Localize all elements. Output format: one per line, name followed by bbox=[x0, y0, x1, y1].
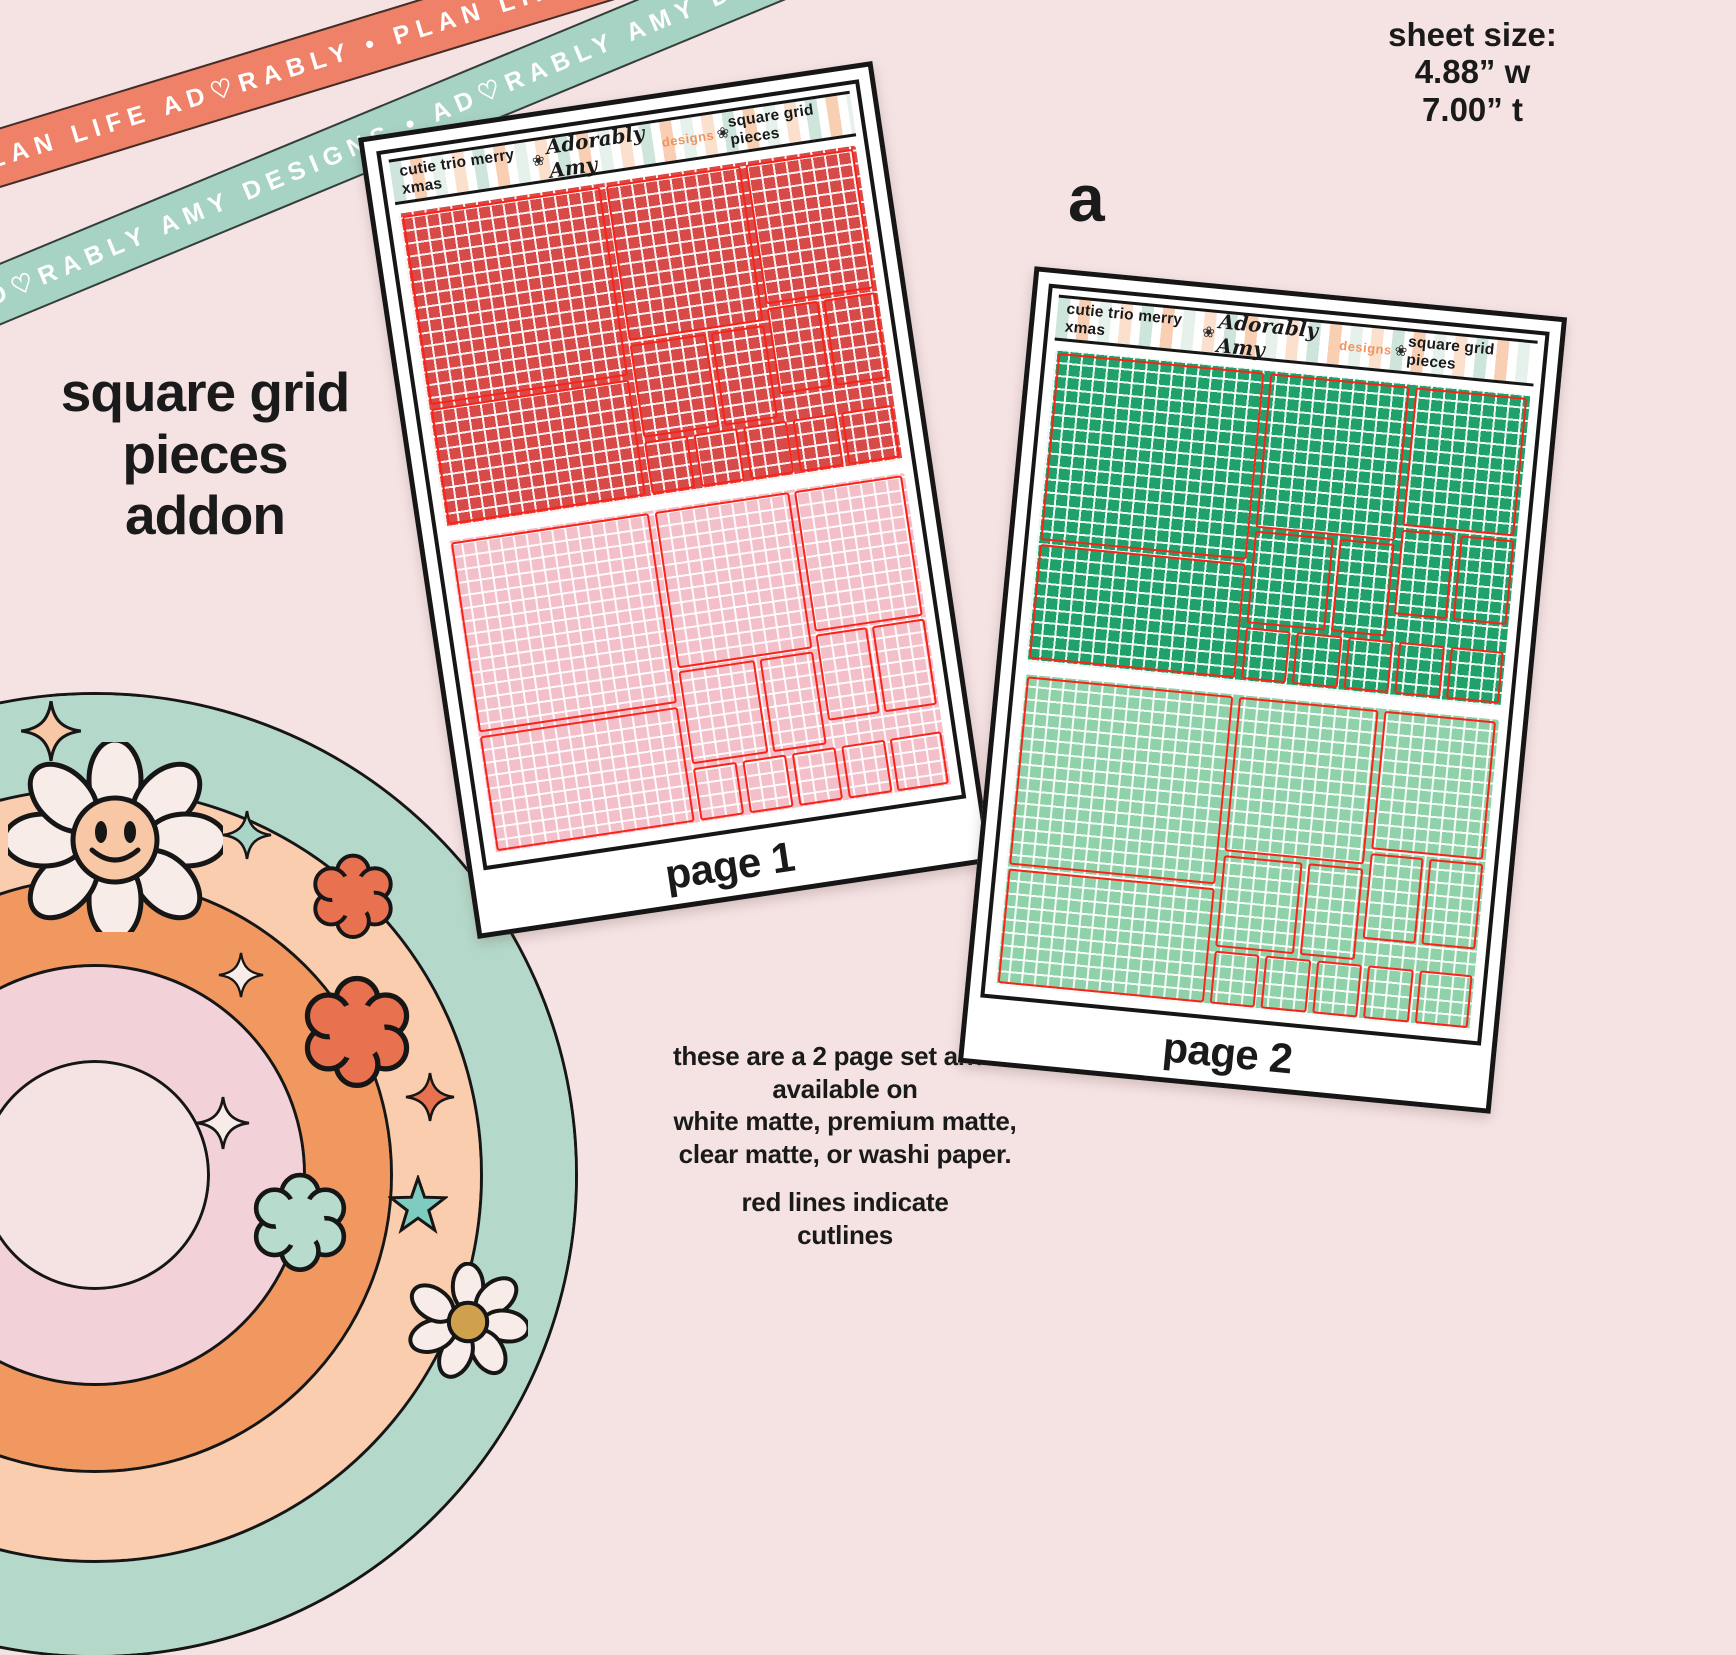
availability-note: these are a 2 page set and is available … bbox=[595, 1040, 1095, 1251]
sticker-piece bbox=[1299, 862, 1364, 961]
sticker-piece bbox=[823, 292, 889, 386]
sticker-piece bbox=[1008, 676, 1234, 885]
mint-flower bbox=[253, 1172, 347, 1272]
sticker-piece bbox=[745, 148, 875, 305]
sticker-piece bbox=[1343, 636, 1394, 694]
sheet-body bbox=[388, 135, 961, 866]
sticker-piece bbox=[1209, 950, 1260, 1008]
peach-sparkle bbox=[21, 701, 81, 761]
sticker-piece bbox=[840, 739, 893, 800]
sticker-piece bbox=[791, 412, 844, 473]
sticker-piece bbox=[1452, 534, 1515, 626]
sticker-piece bbox=[710, 324, 778, 426]
daisy-icon: ❀ bbox=[1201, 323, 1216, 342]
sticker-piece bbox=[678, 660, 768, 765]
brand-suffix: designs bbox=[660, 126, 715, 150]
cutline-note: red lines indicate cutlines bbox=[741, 1187, 949, 1250]
sticker-piece bbox=[1291, 631, 1343, 689]
mint-sparkle bbox=[222, 810, 272, 860]
sticker-piece bbox=[401, 186, 629, 406]
sticker-piece bbox=[1421, 858, 1484, 950]
sticker-piece bbox=[759, 651, 827, 753]
sticker-piece bbox=[643, 435, 696, 495]
sticker-piece bbox=[1028, 543, 1246, 679]
sticker-piece bbox=[1040, 352, 1265, 561]
white-sparkle bbox=[196, 1096, 250, 1150]
sticker-piece bbox=[841, 404, 901, 465]
coral-flower bbox=[304, 975, 410, 1088]
coral-flower bbox=[313, 853, 393, 939]
sticker-piece bbox=[1401, 386, 1528, 537]
page-title: square grid pieces addon bbox=[60, 361, 351, 547]
white-daisy-flower bbox=[408, 1262, 528, 1379]
sticker-piece bbox=[1414, 970, 1473, 1028]
sticker-piece bbox=[742, 420, 795, 480]
sticker-piece bbox=[890, 731, 950, 792]
sheet-size-note: sheet size: 4.88” w 7.00” t bbox=[1388, 16, 1557, 128]
grid-section-light bbox=[994, 673, 1500, 1031]
stray-letter-a: a bbox=[1068, 161, 1105, 235]
sticker-piece bbox=[654, 492, 812, 668]
sheet-print-area: cutie trio merry xmas ❀ Adorably Amy des… bbox=[376, 79, 967, 871]
sticker-piece bbox=[1214, 854, 1303, 955]
sticker-piece bbox=[1311, 960, 1363, 1018]
sticker-piece bbox=[693, 427, 745, 487]
sticker-piece bbox=[1370, 710, 1497, 861]
daisy-icon: ❀ bbox=[530, 151, 546, 171]
coral-sparkle bbox=[405, 1072, 455, 1122]
sticker-piece bbox=[1330, 538, 1395, 637]
sticker-piece bbox=[872, 618, 938, 713]
sticker-piece bbox=[1223, 696, 1379, 865]
sticker-piece bbox=[450, 513, 678, 733]
sticker-piece bbox=[1260, 955, 1312, 1013]
sticker-piece bbox=[766, 300, 831, 395]
grid-section-dark bbox=[1025, 349, 1531, 707]
sheet-body bbox=[985, 340, 1541, 1041]
sticker-piece bbox=[742, 754, 794, 814]
mint-star bbox=[388, 1175, 448, 1234]
sticker-piece bbox=[692, 761, 745, 822]
sticker-piece bbox=[1363, 965, 1414, 1023]
grid-section-dark bbox=[398, 145, 903, 528]
sticker-piece bbox=[1393, 529, 1455, 620]
sticker-piece bbox=[629, 333, 720, 438]
sticker-piece bbox=[1255, 372, 1410, 541]
sticker-piece bbox=[430, 379, 647, 525]
sheet-print-area: cutie trio merry xmas ❀ Adorably Amy des… bbox=[980, 283, 1550, 1046]
sticker-piece bbox=[605, 165, 764, 342]
sticker-piece bbox=[1394, 641, 1445, 699]
smiley-daisy-flower bbox=[8, 742, 223, 932]
collection-name: cutie trio merry xmas bbox=[1064, 300, 1183, 340]
sticker-piece bbox=[1245, 530, 1334, 631]
grid-section-light bbox=[447, 472, 952, 855]
sticker-piece bbox=[479, 706, 696, 852]
sticker-piece bbox=[1445, 646, 1504, 704]
brand-suffix: designs bbox=[1338, 337, 1393, 358]
white-sparkle bbox=[218, 952, 264, 998]
sticker-piece bbox=[794, 475, 923, 632]
sticker-piece bbox=[815, 627, 880, 722]
sticker-piece bbox=[997, 867, 1215, 1003]
sheet-type-label: square grid pieces bbox=[1405, 333, 1496, 373]
sticker-piece bbox=[1362, 853, 1424, 944]
sticker-sheet-page-2: cutie trio merry xmas ❀ Adorably Amy des… bbox=[957, 266, 1568, 1114]
sticker-piece bbox=[791, 747, 844, 807]
sticker-piece bbox=[1240, 626, 1292, 684]
